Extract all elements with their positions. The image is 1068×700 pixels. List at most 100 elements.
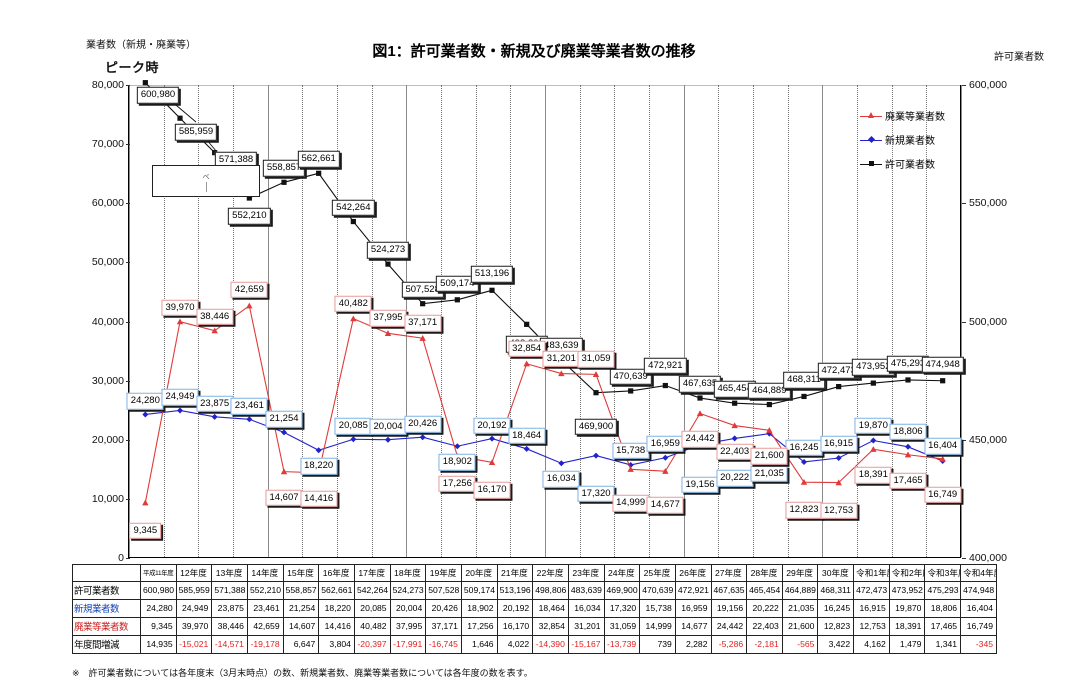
table-cell: -20,397	[353, 635, 391, 654]
series-marker-許可業者数	[281, 179, 287, 185]
data-label: 20,192	[473, 417, 511, 434]
table-cell: 542,264	[353, 581, 391, 600]
right-axis-line	[960, 85, 961, 558]
data-label: 16,749	[924, 486, 962, 504]
table-cell: 16,749	[960, 617, 997, 636]
gridline-vertical	[891, 85, 893, 557]
footnote: ※ 許可業者数については各年度末（3月末時点）の数、新規業者数、廃業等業者数につ…	[72, 668, 533, 678]
series-marker-新規業者数	[177, 407, 183, 414]
table-cell: 19,156	[710, 599, 748, 618]
data-label: 18,806	[889, 423, 927, 441]
plot-area: 0 10,000 20,000 30,000 40,000 50,000 60,000 70,…	[92, 79, 1007, 564]
table-cell: 16,034	[567, 599, 605, 618]
gridline-vertical	[857, 85, 858, 557]
legend-triangle-icon	[860, 111, 882, 121]
series-marker-新規業者数	[350, 436, 357, 443]
series-marker-廃業等業者数	[211, 327, 218, 334]
left-axis-title: 業者数（新規・廃業等）	[86, 40, 196, 51]
gridline-vertical	[683, 85, 685, 557]
series-marker-許可業者数	[212, 150, 218, 156]
data-label: 17,465	[889, 472, 927, 489]
series-marker-許可業者数	[142, 80, 148, 86]
table-cell: 524,273	[389, 581, 427, 600]
data-label: 14,607	[265, 489, 303, 506]
table-header-row: 平成11年度 12年度 13年度 14年度 15年度 16年度 17年度 18年度 19年度 20…	[72, 564, 997, 582]
data-label: 23,875	[196, 395, 234, 413]
series-marker-許可業者数	[870, 380, 876, 386]
table-cell: 20,192	[496, 599, 534, 618]
table-cell: 469,900	[603, 581, 641, 600]
table-row-header: 許可業者数	[72, 581, 141, 600]
table-cell: 40,482	[353, 617, 391, 636]
table-cell: 17,320	[603, 599, 641, 618]
table-corner-cell	[72, 564, 141, 582]
table-cell: 12,753	[853, 617, 890, 636]
table-cell: 3,422	[817, 635, 855, 654]
series-marker-新規業者数	[801, 458, 807, 465]
table-cell: 18,464	[532, 599, 569, 618]
table-cell: 42,659	[246, 617, 284, 636]
gridline-vertical	[787, 85, 789, 557]
table-cell: 20,004	[389, 599, 427, 618]
data-label: 12,753	[820, 502, 858, 519]
table-cell: -15,021	[175, 635, 213, 654]
gridline-vertical	[163, 85, 165, 557]
data-label: 552,210	[228, 207, 271, 225]
series-marker-廃業等業者数	[246, 302, 253, 309]
table-col-header: 13年度	[211, 564, 248, 582]
y-axis-left-tick: 0	[118, 552, 130, 564]
table-cell: 21,035	[781, 599, 819, 618]
data-label: 18,391	[854, 467, 892, 484]
data-label: 20,426	[404, 415, 442, 433]
series-marker-廃業等業者数	[766, 427, 773, 433]
table-cell: 22,403	[746, 617, 783, 636]
data-label: 19,156	[681, 476, 719, 493]
series-marker-廃業等業者数	[800, 478, 808, 485]
table-cell: 14,935	[140, 635, 177, 654]
table-cell: 3,804	[318, 635, 355, 654]
table-cell: 20,426	[425, 599, 462, 618]
series-marker-許可業者数	[593, 390, 599, 396]
table-cell: 475,293	[924, 581, 962, 600]
table-cell: 24,280	[140, 599, 177, 618]
gridline-vertical	[753, 85, 754, 557]
table-cell: -17,991	[389, 635, 427, 654]
table-col-header: 令和4年度	[960, 564, 997, 582]
table-cell: 571,388	[211, 581, 248, 600]
table-cell: 32,854	[532, 617, 569, 636]
data-label: 509,174	[436, 275, 479, 293]
y-axis-right-tick: 450,000	[962, 433, 1007, 446]
table-cell: 23,875	[211, 599, 248, 618]
table-cell: 38,446	[211, 617, 248, 636]
table-cell: 472,921	[674, 581, 712, 600]
data-label: 16,170	[473, 482, 511, 499]
data-label: 16,915	[820, 435, 858, 453]
data-label: 524,273	[366, 241, 410, 259]
table-cell: 739	[639, 635, 676, 654]
table-cell: 18,220	[318, 599, 355, 618]
series-marker-許可業者数	[662, 382, 668, 389]
data-label: 20,222	[716, 470, 754, 487]
data-label: 468,311	[783, 372, 825, 389]
data-label: 18,464	[508, 427, 546, 445]
table-cell: 507,528	[425, 581, 462, 600]
label-leader-line	[169, 99, 197, 123]
data-label: 22,403	[716, 443, 754, 460]
series-marker-新規業者数	[905, 443, 911, 450]
series-marker-許可業者数	[316, 170, 322, 176]
data-label: 21,035	[750, 465, 788, 482]
cover-patch: ベ	[152, 165, 260, 197]
table-col-header: 17年度	[353, 564, 391, 582]
data-label: 40,482	[334, 295, 372, 312]
table-col-header: 26年度	[674, 564, 712, 582]
table-col-header: 令和1年度	[853, 564, 890, 582]
legend: 廃業等業者数 新規業者数 許可業者数	[860, 108, 945, 171]
series-marker-新規業者数	[211, 413, 218, 420]
data-label: 31,059	[577, 351, 615, 368]
series-marker-新規業者数	[835, 454, 842, 461]
series-marker-廃業等業者数	[662, 468, 669, 474]
table-cell: 483,639	[567, 581, 605, 600]
series-marker-許可業者数	[905, 377, 911, 383]
series-marker-許可業者数	[489, 287, 495, 293]
data-label: 20,085	[334, 417, 372, 435]
